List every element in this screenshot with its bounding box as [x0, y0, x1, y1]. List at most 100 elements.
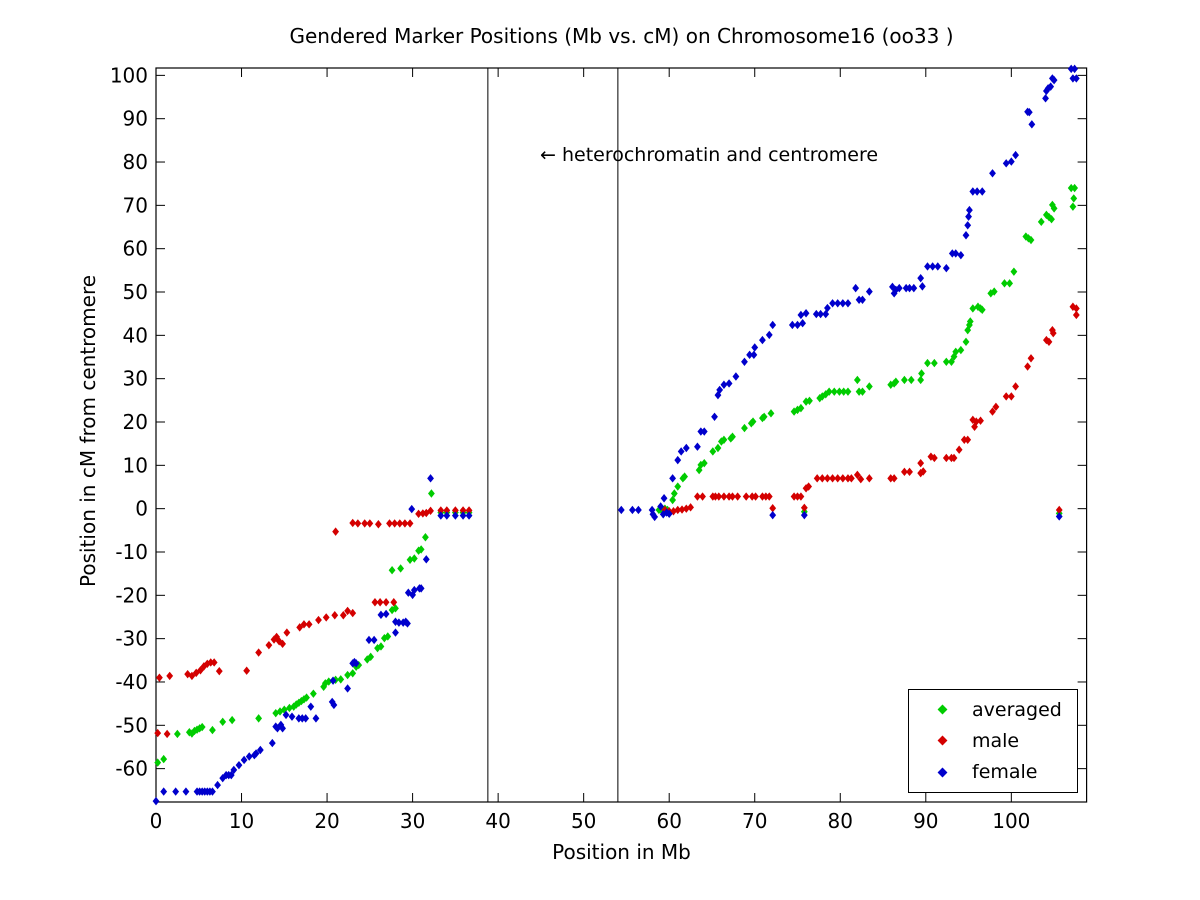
data-point-female — [855, 295, 863, 305]
data-point-male — [203, 659, 211, 668]
legend-label: averaged — [972, 698, 1062, 721]
data-point-averaged — [325, 677, 333, 686]
data-point-female — [382, 609, 390, 619]
data-point-male — [406, 519, 414, 528]
data-point-averaged — [969, 304, 977, 313]
y-tick-label: 40 — [123, 323, 148, 347]
data-point-male — [210, 658, 218, 667]
data-point-averaged — [1071, 183, 1079, 193]
data-point-female — [422, 555, 430, 564]
data-point-male — [1072, 304, 1080, 313]
data-point-averaged — [298, 696, 305, 706]
data-point-female — [1067, 64, 1075, 74]
data-point-male — [166, 671, 174, 681]
data-point-female — [230, 765, 238, 775]
data-point-averaged — [337, 675, 345, 684]
data-point-averaged — [681, 472, 688, 481]
data-point-female — [694, 442, 701, 451]
data-point-male — [818, 474, 826, 483]
data-point-female — [948, 249, 956, 258]
data-point-male — [834, 474, 842, 483]
data-point-female — [962, 231, 970, 240]
data-point-male — [674, 505, 682, 515]
data-point-male — [331, 611, 339, 620]
data-point-averaged — [806, 396, 813, 405]
data-point-female — [741, 357, 748, 366]
data-point-averaged — [367, 652, 375, 662]
data-point-male — [354, 519, 362, 528]
data-point-averaged — [219, 717, 227, 727]
data-point-female — [417, 584, 425, 593]
legend-label: male — [972, 729, 1020, 752]
data-point-female — [227, 770, 235, 780]
data-point-averaged — [406, 555, 414, 564]
x-tick-label: 100 — [992, 809, 1030, 833]
data-point-male — [742, 492, 750, 501]
data-point-female — [788, 320, 796, 330]
data-point-male — [283, 628, 291, 637]
data-point-female — [797, 310, 805, 320]
data-point-female — [852, 283, 860, 293]
data-point-male — [391, 519, 399, 528]
data-point-female — [295, 714, 303, 723]
y-tick-label: 10 — [123, 453, 148, 477]
x-tick-label: 10 — [229, 809, 254, 833]
y-tick-label: 30 — [123, 367, 148, 391]
data-point-averaged — [380, 634, 388, 643]
x-tick-label: 30 — [400, 809, 425, 833]
data-point-male — [661, 505, 669, 515]
data-point-female — [973, 187, 981, 196]
data-point-male — [305, 620, 313, 629]
data-point-male — [919, 467, 927, 476]
data-point-averaged — [924, 358, 931, 368]
data-point-averaged — [422, 533, 429, 542]
data-point-female — [924, 262, 931, 271]
data-point-female — [769, 320, 777, 330]
data-point-female — [312, 714, 320, 723]
data-point-female — [720, 380, 728, 389]
data-point-averaged — [377, 642, 385, 651]
data-point-female — [677, 447, 685, 456]
data-point-female — [697, 427, 705, 436]
data-point-male — [197, 666, 204, 675]
data-point-female — [929, 262, 937, 271]
data-point-male — [1069, 302, 1077, 311]
data-point-averaged — [384, 632, 392, 641]
data-point-female — [1047, 82, 1055, 91]
data-point-male — [762, 492, 770, 501]
data-point-male — [917, 458, 925, 468]
data-point-male — [215, 666, 223, 676]
data-point-male — [427, 506, 434, 516]
data-point-male — [265, 640, 273, 650]
data-point-male — [992, 402, 1000, 412]
data-point-male — [1049, 328, 1057, 338]
data-point-male — [371, 598, 379, 607]
data-point-averaged — [1048, 215, 1055, 224]
x-tick-label: 0 — [150, 809, 163, 833]
chart-title: Gendered Marker Positions (Mb vs. cM) on… — [289, 24, 954, 48]
data-point-averaged — [1045, 212, 1053, 222]
data-point-averaged — [865, 382, 873, 391]
data-point-female — [268, 738, 276, 748]
data-point-averaged — [397, 564, 405, 573]
data-point-averaged — [290, 702, 298, 711]
data-point-averaged — [185, 728, 193, 737]
data-point-male — [459, 506, 467, 515]
data-point-female — [330, 700, 338, 710]
data-point-female — [307, 702, 315, 711]
data-point-averaged — [1022, 232, 1030, 241]
data-point-male — [200, 662, 208, 671]
data-point-male — [361, 519, 369, 528]
data-point-female — [1042, 94, 1049, 103]
data-point-female — [288, 712, 296, 721]
data-point-male — [847, 474, 855, 483]
data-point-averaged — [917, 375, 925, 385]
data-point-male — [279, 639, 286, 649]
data-point-female — [1025, 107, 1033, 117]
data-point-averaged — [154, 758, 162, 767]
data-point-female — [245, 752, 253, 761]
data-point-male — [972, 417, 980, 426]
data-point-female — [824, 303, 831, 313]
data-point-male — [465, 506, 473, 515]
data-point-male — [443, 506, 451, 515]
